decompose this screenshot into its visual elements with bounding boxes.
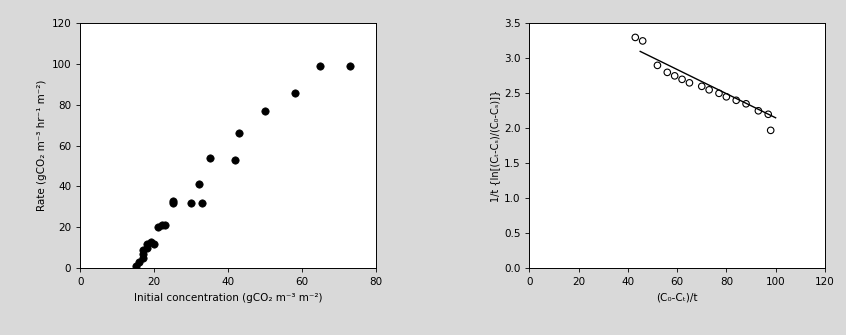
Point <box>258 109 272 114</box>
Point <box>151 224 165 230</box>
Point <box>343 64 357 69</box>
Point <box>140 245 154 250</box>
X-axis label: (C₀-Cₜ)/t: (C₀-Cₜ)/t <box>656 292 698 303</box>
Point <box>192 182 206 187</box>
Point <box>661 70 674 75</box>
Point <box>288 90 301 95</box>
Point <box>702 87 716 92</box>
Point <box>136 251 150 256</box>
X-axis label: Initial concentration (gCO₂ m⁻³ m⁻²): Initial concentration (gCO₂ m⁻³ m⁻²) <box>134 292 322 303</box>
Point <box>166 198 179 203</box>
Point <box>203 155 217 160</box>
Point <box>636 38 650 44</box>
Point <box>667 73 681 78</box>
Point <box>314 64 327 69</box>
Point <box>158 222 172 228</box>
Point <box>751 108 765 114</box>
Point <box>764 128 777 133</box>
Point <box>629 35 642 40</box>
Point <box>695 84 708 89</box>
Point <box>233 131 246 136</box>
Point <box>651 63 664 68</box>
Point <box>129 263 142 269</box>
Point <box>136 247 150 252</box>
Point <box>720 94 733 99</box>
Point <box>155 222 168 228</box>
Point <box>195 200 209 205</box>
Point <box>147 241 161 246</box>
Y-axis label: Rate (gCO₂ m⁻³ hr⁻¹ m⁻²): Rate (gCO₂ m⁻³ hr⁻¹ m⁻²) <box>37 80 47 211</box>
Point <box>675 77 689 82</box>
Point <box>144 239 157 244</box>
Point <box>166 200 179 205</box>
Point <box>136 255 150 261</box>
Point <box>761 112 775 117</box>
Point <box>712 91 726 96</box>
Point <box>228 157 242 163</box>
Point <box>184 200 198 205</box>
Point <box>683 80 696 85</box>
Point <box>133 259 146 265</box>
Point <box>140 241 154 246</box>
Point <box>729 97 743 103</box>
Y-axis label: 1/t {ln[(Cₜ-Cₛ)/(C₀-Cₛ)]}: 1/t {ln[(Cₜ-Cₛ)/(C₀-Cₛ)]} <box>490 89 500 202</box>
Point <box>739 101 753 107</box>
